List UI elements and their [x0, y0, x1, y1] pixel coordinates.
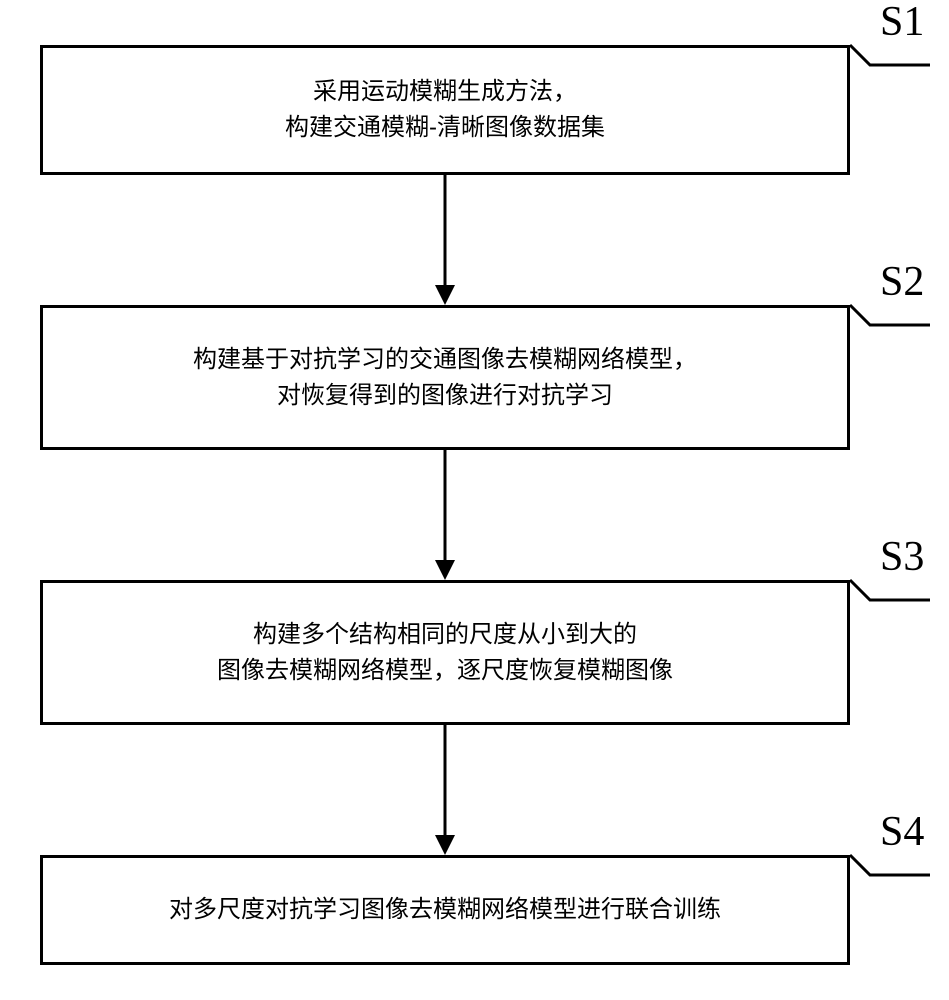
step-label-s4: S4 [880, 808, 924, 856]
step-s3-line2: 图像去模糊网络模型，逐尺度恢复模糊图像 [217, 653, 673, 689]
step-label-s1: S1 [880, 0, 924, 46]
step-box-s1: 采用运动模糊生成方法， 构建交通模糊-清晰图像数据集 [40, 45, 850, 175]
step-s3-line1: 构建多个结构相同的尺度从小到大的 [253, 617, 637, 653]
step-s1-line2: 构建交通模糊-清晰图像数据集 [285, 110, 605, 146]
step-box-s2: 构建基于对抗学习的交通图像去模糊网络模型， 对恢复得到的图像进行对抗学习 [40, 305, 850, 450]
flowchart-container: 采用运动模糊生成方法， 构建交通模糊-清晰图像数据集 构建基于对抗学习的交通图像… [0, 0, 949, 1000]
step-s2-line2: 对恢复得到的图像进行对抗学习 [277, 378, 613, 414]
step-label-s2: S2 [880, 258, 924, 306]
step-label-s3: S3 [880, 533, 924, 581]
step-box-s3: 构建多个结构相同的尺度从小到大的 图像去模糊网络模型，逐尺度恢复模糊图像 [40, 580, 850, 725]
step-box-s4: 对多尺度对抗学习图像去模糊网络模型进行联合训练 [40, 855, 850, 965]
step-s1-line1: 采用运动模糊生成方法， [313, 74, 577, 110]
step-s2-line1: 构建基于对抗学习的交通图像去模糊网络模型， [193, 342, 697, 378]
step-s4-line1: 对多尺度对抗学习图像去模糊网络模型进行联合训练 [169, 892, 721, 928]
